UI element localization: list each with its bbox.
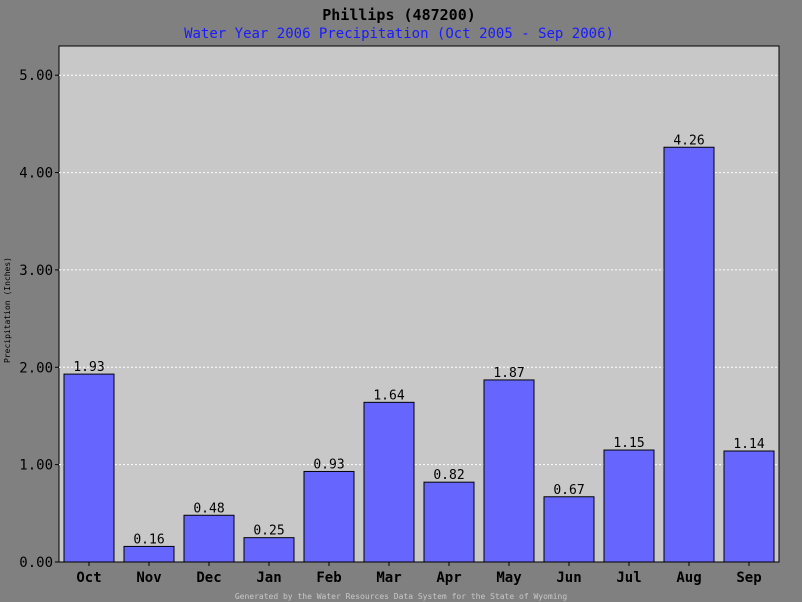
y-tick-label: 4.00 xyxy=(19,166,53,182)
x-tick-label: Mar xyxy=(376,570,401,586)
x-tick-label: Nov xyxy=(136,570,161,586)
x-tick-label: Jan xyxy=(256,570,281,586)
data-label: 1.15 xyxy=(613,436,644,451)
data-label: 0.48 xyxy=(193,501,224,516)
x-tick-label: Jun xyxy=(556,570,581,586)
bar xyxy=(663,146,715,563)
data-label: 1.93 xyxy=(73,360,104,375)
x-tick-label: Apr xyxy=(436,570,461,586)
bar xyxy=(303,470,355,563)
y-tick-label: 5.00 xyxy=(19,68,53,84)
chart-footer: Generated by the Water Resources Data Sy… xyxy=(235,592,568,601)
data-label: 1.14 xyxy=(733,437,764,452)
bars: 1.93 0.16 0.48 0.25 0.93 1.64 0.82 1.87 0.67 1.15… xyxy=(63,133,775,563)
x-tick-label: Oct xyxy=(76,570,101,586)
data-label: 0.82 xyxy=(433,468,464,483)
data-label: 1.87 xyxy=(493,366,524,381)
grid-lines xyxy=(59,74,779,466)
x-tick-label: May xyxy=(496,570,522,586)
plot-area xyxy=(58,45,780,563)
bar xyxy=(543,496,595,563)
bar xyxy=(63,373,115,563)
x-tick-label: Jul xyxy=(616,570,641,586)
data-label: 0.67 xyxy=(553,483,584,498)
bar xyxy=(183,514,235,563)
y-tick-label: 1.00 xyxy=(19,458,53,474)
chart-subtitle: Water Year 2006 Precipitation (Oct 2005 … xyxy=(184,26,614,42)
x-tick-label: Sep xyxy=(736,570,761,586)
bar xyxy=(603,449,655,563)
y-axis-label: Precipitation (Inches) xyxy=(3,257,12,363)
data-label: 0.93 xyxy=(313,457,344,472)
bar xyxy=(483,379,535,563)
x-axis-ticks: Oct Nov Dec Jan Feb Mar Apr May Jun Jul Aug Sep xyxy=(76,562,762,586)
data-label: 0.25 xyxy=(253,524,284,539)
data-label: 4.26 xyxy=(673,133,704,148)
x-tick-label: Feb xyxy=(316,570,341,586)
x-tick-label: Aug xyxy=(676,570,701,586)
data-label: 1.64 xyxy=(373,388,404,403)
bar xyxy=(423,481,475,563)
y-axis-ticks: 0.00 1.00 2.00 3.00 4.00 5.00 xyxy=(19,68,59,571)
chart-title: Phillips (487200) xyxy=(322,6,476,24)
bar xyxy=(723,450,775,563)
y-tick-label: 0.00 xyxy=(19,555,53,571)
bar xyxy=(363,401,415,563)
bar xyxy=(123,545,175,563)
x-tick-label: Dec xyxy=(196,570,221,586)
y-tick-label: 2.00 xyxy=(19,360,53,376)
y-tick-label: 3.00 xyxy=(19,263,53,279)
bar xyxy=(243,537,295,563)
data-label: 0.16 xyxy=(133,532,164,547)
